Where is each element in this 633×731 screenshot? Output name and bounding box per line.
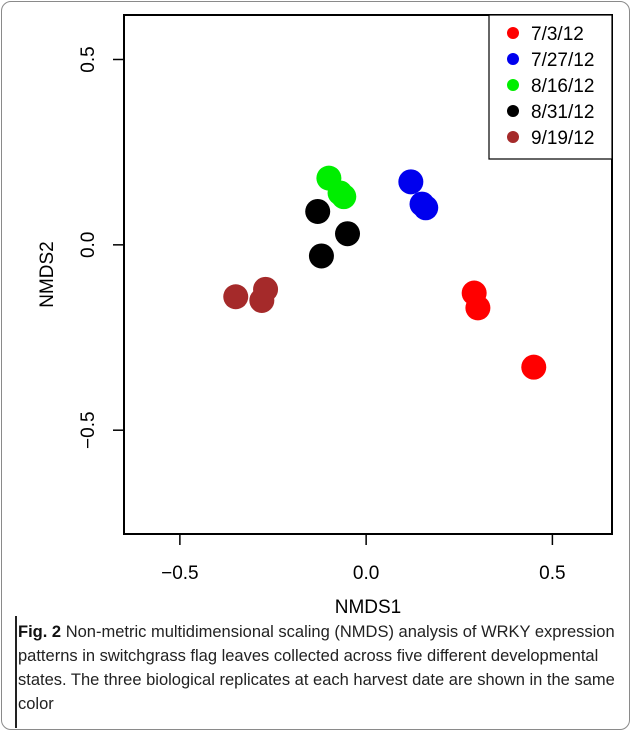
x-tick-label: 0.0 (353, 563, 379, 584)
data-point (465, 295, 491, 321)
data-point (331, 184, 357, 210)
legend-marker (507, 131, 519, 143)
legend-marker (507, 105, 519, 117)
legend-marker (507, 53, 519, 65)
caption-text: Non-metric multidimensional scaling (NMD… (18, 623, 615, 713)
data-point (305, 198, 331, 224)
data-point (413, 195, 439, 221)
y-tick-label: 0.5 (78, 46, 99, 72)
x-axis: −0.5 0.0 0.5 (161, 533, 566, 584)
legend: 7/3/12 7/27/12 8/16/12 8/31/12 9/19/12 (488, 14, 613, 160)
legend-marker (507, 79, 519, 91)
data-point (308, 243, 334, 269)
data-point (521, 354, 547, 380)
data-points (223, 165, 547, 380)
legend-label: 7/27/12 (531, 50, 594, 71)
figure-label: Fig. 2 (18, 623, 62, 641)
legend-label: 8/31/12 (531, 102, 594, 123)
legend-label: 9/19/12 (531, 128, 594, 149)
legend-label: 7/3/12 (531, 24, 584, 45)
y-axis-label: NMDS2 (37, 241, 58, 308)
x-tick-label: −0.5 (161, 563, 199, 584)
data-point (398, 169, 424, 195)
legend-marker (507, 27, 519, 39)
legend-label: 8/16/12 (531, 76, 594, 97)
data-point (335, 221, 361, 247)
y-tick-label: −0.5 (78, 411, 99, 449)
data-point (253, 276, 279, 302)
y-axis: −0.5 0.0 0.5 (78, 46, 125, 449)
x-tick-label: 0.5 (539, 563, 565, 584)
figure-caption: Fig. 2 Non-metric multidimensional scali… (18, 620, 618, 716)
x-axis-label: NMDS1 (335, 597, 402, 618)
caption-rule (15, 616, 17, 728)
y-tick-label: 0.0 (78, 232, 99, 258)
data-point (223, 284, 249, 310)
